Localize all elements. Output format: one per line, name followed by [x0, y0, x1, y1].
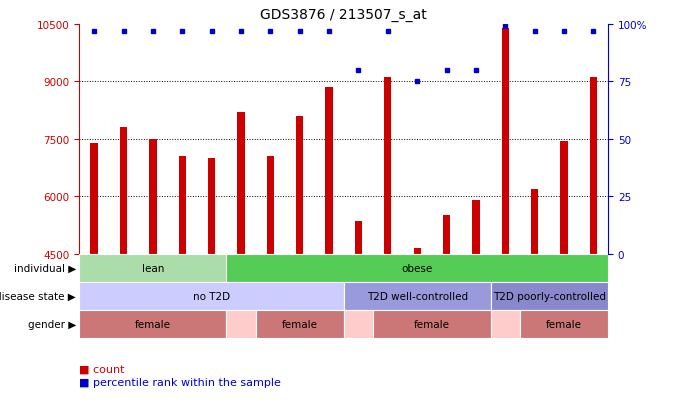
- Bar: [227, 310, 256, 338]
- Bar: [120, 128, 127, 254]
- Bar: [413, 248, 421, 254]
- Bar: [178, 157, 186, 254]
- Bar: [344, 310, 373, 338]
- Bar: [344, 282, 491, 310]
- Bar: [91, 143, 98, 254]
- Bar: [237, 113, 245, 254]
- Text: female: female: [546, 319, 582, 329]
- Bar: [560, 141, 568, 254]
- Text: ■ count: ■ count: [79, 364, 125, 374]
- Bar: [79, 254, 227, 282]
- Bar: [79, 310, 227, 338]
- Bar: [491, 310, 520, 338]
- Bar: [208, 159, 216, 254]
- Bar: [491, 282, 608, 310]
- Text: female: female: [414, 319, 450, 329]
- Bar: [79, 282, 344, 310]
- Text: individual ▶: individual ▶: [14, 263, 76, 273]
- Bar: [531, 189, 538, 254]
- Bar: [256, 310, 344, 338]
- Bar: [443, 216, 451, 254]
- Bar: [373, 310, 491, 338]
- Text: lean: lean: [142, 263, 164, 273]
- Bar: [520, 310, 608, 338]
- Title: GDS3876 / 213507_s_at: GDS3876 / 213507_s_at: [261, 8, 427, 22]
- Text: female: female: [282, 319, 318, 329]
- Text: ■ percentile rank within the sample: ■ percentile rank within the sample: [79, 377, 281, 387]
- Bar: [227, 254, 608, 282]
- Text: gender ▶: gender ▶: [28, 319, 76, 329]
- Bar: [296, 116, 303, 254]
- Bar: [502, 28, 509, 254]
- Bar: [267, 157, 274, 254]
- Text: T2D poorly-controlled: T2D poorly-controlled: [493, 291, 606, 301]
- Text: disease state ▶: disease state ▶: [0, 291, 76, 301]
- Text: no T2D: no T2D: [193, 291, 230, 301]
- Text: T2D well-controlled: T2D well-controlled: [367, 291, 468, 301]
- Bar: [354, 221, 362, 254]
- Bar: [325, 88, 333, 254]
- Text: obese: obese: [401, 263, 433, 273]
- Text: female: female: [135, 319, 171, 329]
- Bar: [149, 140, 157, 254]
- Bar: [384, 78, 392, 254]
- Bar: [472, 200, 480, 254]
- Bar: [589, 78, 597, 254]
